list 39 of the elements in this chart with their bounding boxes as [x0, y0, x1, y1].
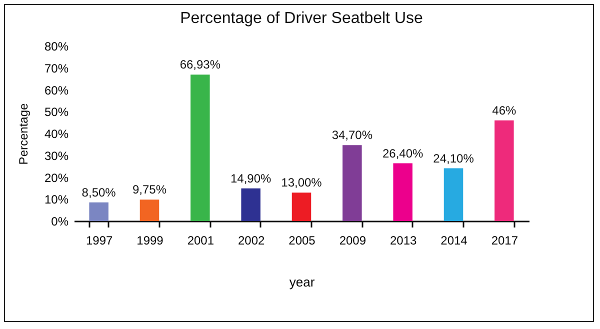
y-tick-label: 50% [44, 105, 69, 120]
bar [190, 74, 210, 221]
x-tick-label: 1997 [86, 234, 113, 248]
data-label: 9,75% [132, 182, 167, 197]
bar [494, 120, 514, 221]
x-tick-label: 2005 [288, 234, 316, 248]
y-tick-label: 40% [44, 127, 69, 141]
x-tick-label: 2002 [238, 234, 265, 248]
y-tick-label: 70% [44, 61, 69, 76]
data-label: 46% [492, 103, 517, 118]
data-label: 13,00% [281, 176, 322, 190]
bar [444, 168, 464, 221]
bar [292, 192, 312, 221]
y-axis-title: Percentage [16, 102, 30, 165]
data-label: 66,93% [180, 58, 221, 72]
bar [140, 200, 160, 221]
x-tick-label: 2017 [491, 234, 518, 248]
x-tick-label: 2009 [339, 234, 366, 248]
y-tick-label: 20% [44, 170, 69, 185]
y-tick-label: 60% [44, 83, 69, 98]
bar [342, 145, 362, 221]
x-tick-label: 1999 [136, 234, 164, 248]
y-tick-label: 80% [44, 40, 69, 54]
y-tick-label: 30% [44, 148, 69, 163]
x-axis-title: year [289, 274, 316, 290]
bar [393, 163, 412, 221]
x-tick-label: 2014 [440, 234, 468, 248]
x-tick-label: 2001 [187, 234, 214, 248]
bar [241, 188, 260, 221]
data-label: 34,70% [332, 128, 373, 142]
data-label: 26,40% [382, 146, 424, 160]
data-label: 14,90% [230, 171, 272, 186]
data-label: 24,10% [433, 151, 474, 166]
chart-title: Percentage of Driver Seatbelt Use [180, 10, 423, 27]
x-tick-label: 2013 [390, 234, 418, 248]
data-label: 8,50% [82, 185, 116, 200]
y-tick-label: 10% [44, 192, 69, 207]
y-tick-label: 0% [51, 214, 69, 228]
bar [89, 202, 108, 221]
